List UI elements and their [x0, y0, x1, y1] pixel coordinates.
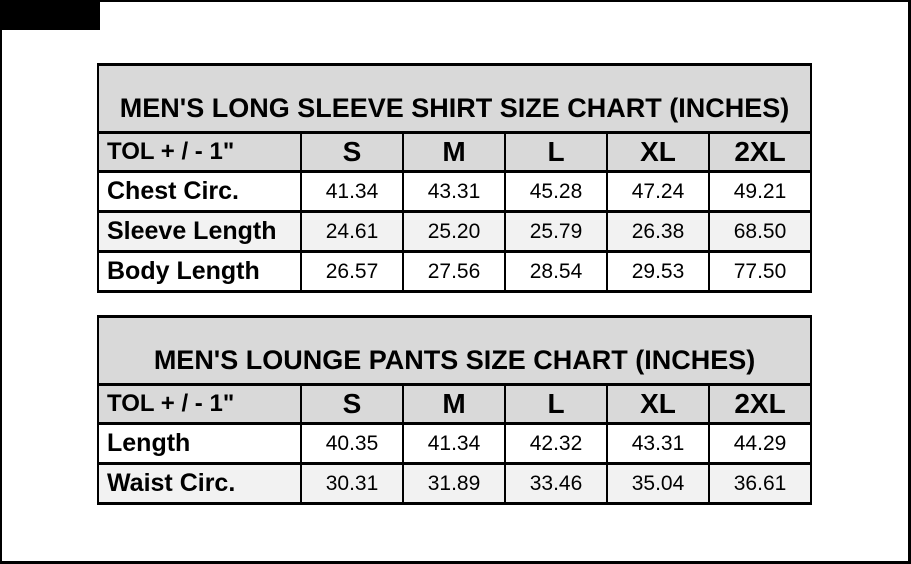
- body-length-xl: 29.53: [606, 250, 710, 293]
- shirt-size-header-m: M: [402, 131, 506, 173]
- length-s: 40.35: [300, 422, 404, 465]
- pants-table-title-row: MEN'S LOUNGE PANTS SIZE CHART (INCHES): [96, 315, 813, 386]
- length-l: 42.32: [504, 422, 608, 465]
- row-label-waist-circ: Waist Circ.: [97, 462, 302, 505]
- waist-circ-2xl: 36.61: [707, 462, 813, 505]
- shirt-size-header-s: S: [300, 131, 404, 173]
- waist-circ-l: 33.46: [504, 462, 608, 505]
- pants-size-header-m: M: [402, 383, 506, 425]
- length-m: 41.34: [402, 422, 506, 465]
- chest-circ-m: 43.31: [402, 170, 506, 213]
- chest-circ-s: 41.34: [300, 170, 404, 213]
- waist-circ-s: 30.31: [300, 462, 404, 505]
- body-length-m: 27.56: [402, 250, 506, 293]
- length-xl: 43.31: [606, 422, 710, 465]
- shirt-size-header-2xl: 2XL: [707, 131, 813, 173]
- sleeve-length-s: 24.61: [300, 210, 404, 253]
- table-row: Waist Circ. 30.31 31.89 33.46 35.04 36.6…: [97, 462, 813, 505]
- shirt-tolerance-label: TOL + / - 1": [97, 131, 302, 173]
- chest-circ-l: 45.28: [504, 170, 608, 213]
- shirt-size-header-xl: XL: [606, 131, 710, 173]
- sleeve-length-2xl: 68.50: [707, 210, 813, 253]
- row-label-sleeve-length: Sleeve Length: [97, 210, 302, 253]
- sleeve-length-l: 25.79: [504, 210, 608, 253]
- row-label-chest-circ: Chest Circ.: [97, 170, 302, 213]
- sleeve-length-xl: 26.38: [606, 210, 710, 253]
- row-label-length: Length: [97, 422, 302, 465]
- sleeve-length-m: 25.20: [402, 210, 506, 253]
- shirt-size-table: MEN'S LONG SLEEVE SHIRT SIZE CHART (INCH…: [96, 63, 813, 293]
- body-length-l: 28.54: [504, 250, 608, 293]
- table-row: Sleeve Length 24.61 25.20 25.79 26.38 68…: [97, 210, 813, 253]
- shirt-table-title: MEN'S LONG SLEEVE SHIRT SIZE CHART (INCH…: [96, 63, 813, 134]
- chest-circ-2xl: 49.21: [707, 170, 813, 213]
- pants-table-title: MEN'S LOUNGE PANTS SIZE CHART (INCHES): [96, 315, 813, 386]
- pants-size-table: MEN'S LOUNGE PANTS SIZE CHART (INCHES) T…: [96, 315, 813, 505]
- pants-size-header-2xl: 2XL: [707, 383, 813, 425]
- chest-circ-xl: 47.24: [606, 170, 710, 213]
- table-row: Chest Circ. 41.34 43.31 45.28 47.24 49.2…: [97, 170, 813, 213]
- corner-block: [2, 2, 100, 30]
- shirt-table-title-row: MEN'S LONG SLEEVE SHIRT SIZE CHART (INCH…: [96, 63, 813, 134]
- shirt-size-header-l: L: [504, 131, 608, 173]
- pants-size-header-s: S: [300, 383, 404, 425]
- row-label-body-length: Body Length: [97, 250, 302, 293]
- body-length-s: 26.57: [300, 250, 404, 293]
- pants-size-header-l: L: [504, 383, 608, 425]
- waist-circ-m: 31.89: [402, 462, 506, 505]
- shirt-table-header-row: TOL + / - 1" S M L XL 2XL: [97, 131, 813, 173]
- table-row: Length 40.35 41.34 42.32 43.31 44.29: [97, 422, 813, 465]
- table-row: Body Length 26.57 27.56 28.54 29.53 77.5…: [97, 250, 813, 293]
- pants-tolerance-label: TOL + / - 1": [97, 383, 302, 425]
- pants-size-header-xl: XL: [606, 383, 710, 425]
- waist-circ-xl: 35.04: [606, 462, 710, 505]
- body-length-2xl: 77.50: [707, 250, 813, 293]
- pants-table-header-row: TOL + / - 1" S M L XL 2XL: [97, 383, 813, 425]
- length-2xl: 44.29: [707, 422, 813, 465]
